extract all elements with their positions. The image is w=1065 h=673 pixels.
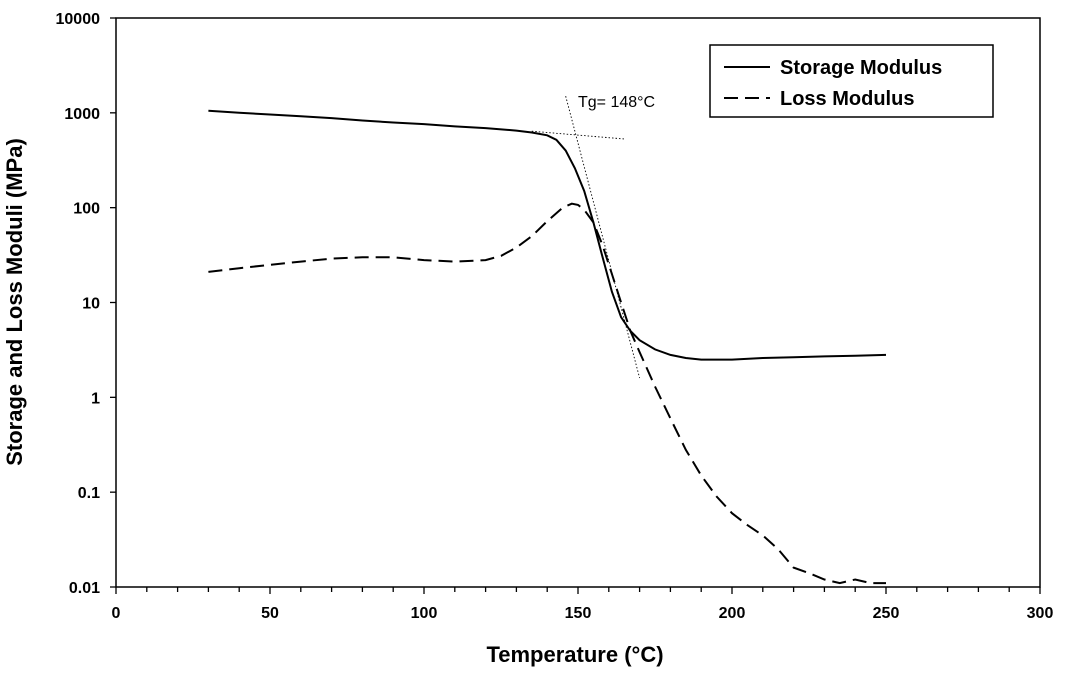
- x-tick-label: 100: [411, 605, 438, 622]
- y-tick-label: 0.1: [78, 485, 100, 502]
- legend-label: Storage Modulus: [780, 57, 942, 79]
- loss-modulus-line: [208, 202, 886, 585]
- legend-label: Loss Modulus: [780, 88, 914, 110]
- y-tick-label: 100: [73, 201, 100, 218]
- tangent-line: [531, 130, 625, 140]
- x-axis-title: Temperature (°C): [486, 642, 663, 667]
- x-tick-label: 300: [1027, 605, 1054, 622]
- legend-box: [709, 44, 994, 118]
- y-tick-label: 0.01: [69, 580, 100, 597]
- y-tick-label: 1: [91, 390, 100, 407]
- y-axis-title: Storage and Loss Moduli (MPa): [2, 138, 27, 466]
- x-tick-label: 250: [873, 605, 900, 622]
- tangent-line: [565, 96, 641, 379]
- x-tick-label: 50: [261, 605, 279, 622]
- storage-modulus-line: [208, 109, 887, 361]
- plot-area: 0 50 100 150 200 250 300 0.01 0.1 1 10 100 1000 10000…: [56, 11, 1054, 622]
- y-tick-label: 10: [82, 296, 100, 313]
- y-tick-label: 10000: [56, 11, 101, 28]
- tg-annotation: Tg= 148°C: [578, 94, 655, 111]
- x-tick-label: 200: [719, 605, 746, 622]
- x-tick-label: 150: [565, 605, 592, 622]
- x-tick-label: 0: [112, 605, 121, 622]
- y-tick-label: 1000: [64, 106, 100, 123]
